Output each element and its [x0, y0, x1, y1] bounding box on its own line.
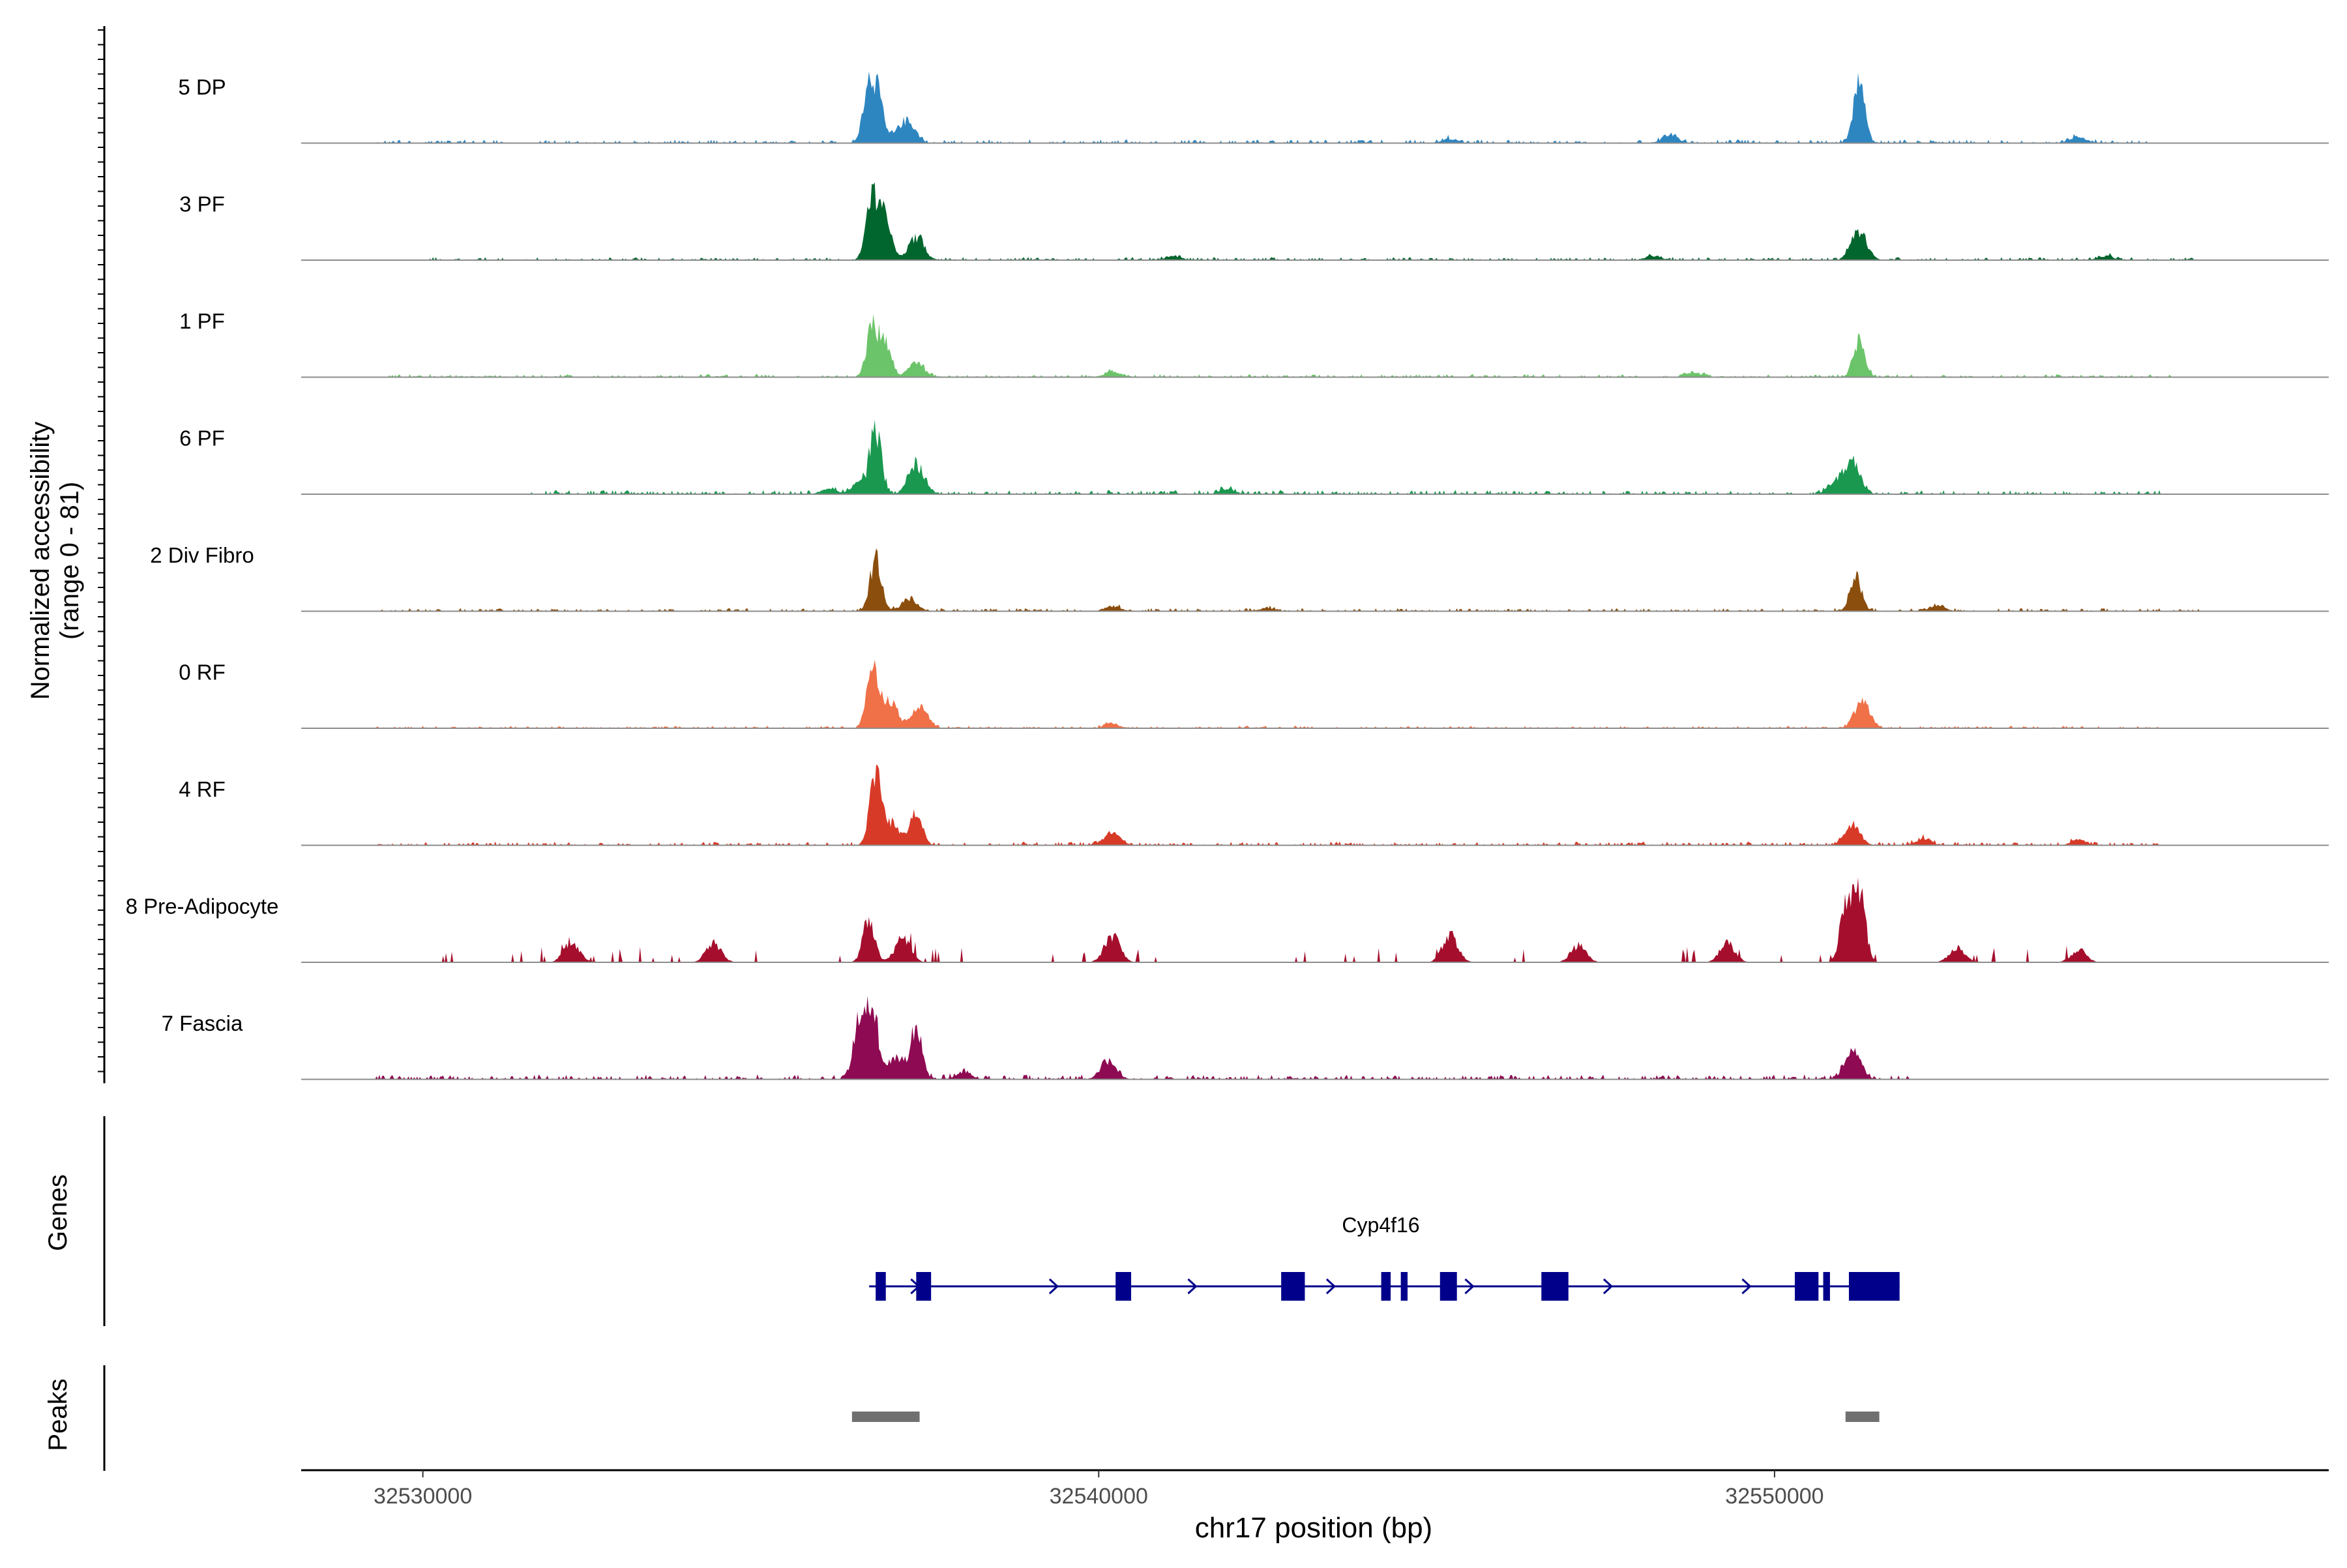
gene-exon [1381, 1272, 1391, 1301]
x-tick-label: 32540000 [1050, 1484, 1148, 1509]
coverage-track: 7 Fascia [162, 996, 2329, 1080]
track-label: 0 RF [179, 660, 226, 685]
gene-exon [1848, 1272, 1900, 1301]
x-tick-label: 32550000 [1725, 1484, 1823, 1509]
strand-arrow [1048, 1278, 1059, 1295]
strand-arrow [1602, 1278, 1614, 1295]
coverage-area [301, 765, 2329, 846]
gene-exon [1795, 1272, 1819, 1301]
genes-track-label: Genes [44, 1174, 72, 1251]
coverage-area [301, 314, 2329, 377]
strand-arrow [1741, 1278, 1752, 1295]
coverage-track: 4 RF [179, 765, 2329, 846]
peak-region [1845, 1412, 1880, 1422]
y-axis-title-line2: (range 0 - 81) [55, 482, 84, 640]
coverage-area [301, 878, 2329, 962]
coverage-track: 3 PF [179, 182, 2329, 261]
track-label: 6 PF [179, 426, 225, 451]
coverage-area [301, 71, 2329, 143]
gene-exon [1115, 1272, 1132, 1301]
coverage-track: 0 RF [179, 660, 2329, 729]
coverage-track: 1 PF [179, 309, 2329, 378]
y-axis-title-line1: Normalized accessibility [26, 422, 55, 700]
coverage-area [301, 548, 2329, 612]
x-axis-title: chr17 position (bp) [1195, 1512, 1432, 1544]
coverage-track: 5 DP [178, 71, 2329, 144]
track-label: 3 PF [179, 192, 225, 216]
gene-exon [1281, 1272, 1305, 1301]
x-tick-label: 32530000 [374, 1484, 472, 1509]
track-label: 7 Fascia [162, 1011, 243, 1035]
y-axis-title: Normalized accessibility (range 0 - 81) [26, 422, 84, 700]
track-label: 8 Pre-Adipocyte [126, 895, 279, 919]
coverage-area [301, 660, 2329, 728]
gene-exon [1400, 1272, 1408, 1301]
track-label: 2 Div Fibro [150, 543, 254, 567]
coverage-area [301, 182, 2329, 260]
strand-arrow [1325, 1278, 1336, 1295]
peak-region [851, 1412, 920, 1422]
coverage-area [301, 996, 2329, 1080]
gene-name-label: Cyp4f16 [1342, 1213, 1419, 1237]
gene-exon [1439, 1272, 1457, 1301]
gene-exon [916, 1272, 932, 1301]
gene-exon [876, 1272, 886, 1301]
peaks-track-label: Peaks [44, 1378, 72, 1451]
coverage-track: 8 Pre-Adipocyte [126, 878, 2329, 963]
coverage-track: 6 PF [179, 419, 2329, 495]
track-label: 1 PF [179, 309, 225, 333]
gene-exon [1541, 1272, 1569, 1301]
coverage-area [301, 419, 2329, 494]
strand-arrow [1464, 1278, 1475, 1295]
track-label: 5 DP [178, 75, 226, 99]
coverage-track: 2 Div Fibro [150, 543, 2329, 612]
gene-exon [1823, 1272, 1830, 1301]
track-label: 4 RF [179, 777, 226, 801]
strand-arrow [1187, 1278, 1198, 1295]
